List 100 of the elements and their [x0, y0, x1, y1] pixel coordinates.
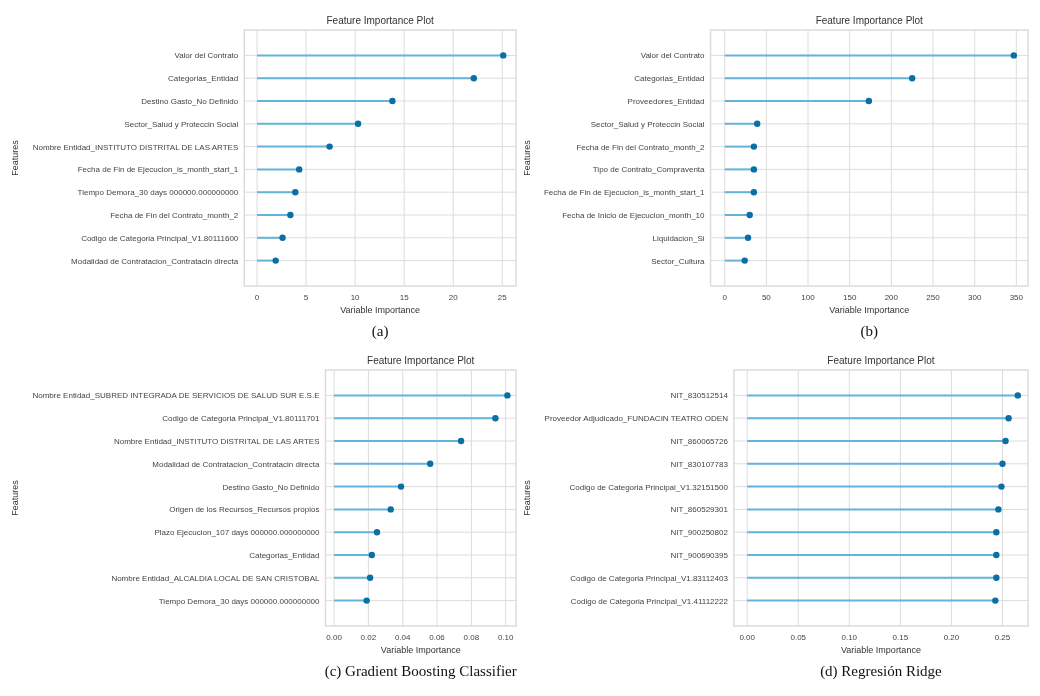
- x-tick-label: 0: [254, 293, 260, 302]
- point: [397, 483, 405, 490]
- x-tick-label: 0.08: [463, 633, 480, 642]
- y-tick-label: Modalidad de Contratacion_Contratacin directa: [71, 256, 239, 266]
- y-tick-label: Tipo de Contrato_Compraventa: [592, 165, 706, 175]
- y-tick-label: Codigo de Categoria Principal_V1.41112222: [570, 596, 729, 606]
- point: [363, 597, 370, 604]
- y-tick-label: Tiempo Demora_30 days 000000.000000000: [158, 596, 321, 606]
- point: [865, 97, 873, 105]
- y-tick-label: NIT_860529301: [670, 505, 729, 515]
- x-tick-label: 0.25: [994, 633, 1011, 642]
- point: [296, 166, 303, 173]
- point: [998, 483, 1005, 490]
- x-tick-label: 0.10: [497, 633, 515, 642]
- y-axis-title: Features: [522, 139, 532, 176]
- x-tick-label: 0.06: [429, 633, 446, 642]
- x-tick-label: 25: [497, 293, 508, 302]
- chart-title: Feature Importance Plot: [815, 15, 924, 26]
- text: (c) Gradient Boosting Classifier: [324, 663, 517, 680]
- point: [272, 257, 279, 264]
- y-tick-label: Fecha de Fin del Contrato_month_2: [110, 211, 239, 220]
- point: [389, 97, 396, 105]
- y-tick-label: Plazo Ejecucion_107 days 000000.000000000: [154, 528, 321, 538]
- y-tick-label: Valor del Contrato: [640, 51, 706, 61]
- point: [373, 529, 381, 536]
- y-axis-title: Features: [10, 139, 20, 176]
- y-tick-label: Codigo de Categoria Principal_V1.80111701: [162, 414, 321, 424]
- x-tick-label: 0.00: [326, 633, 343, 642]
- x-tick-label: 10: [350, 293, 361, 302]
- point: [992, 597, 999, 604]
- x-tick-label: 0.05: [790, 633, 807, 642]
- text: (b): [860, 323, 879, 340]
- x-tick-label: 350: [1009, 293, 1024, 302]
- x-axis-title: Variable Importance: [841, 645, 921, 655]
- y-tick-label: NIT_860065726: [670, 437, 729, 446]
- x-tick-label: 150: [843, 293, 857, 302]
- y-tick-label: Fecha de Fin de Ejecucion_is_month_start_1: [77, 165, 239, 175]
- y-tick-label: Fecha de Inicio de Ejecucion_month_10: [562, 211, 706, 220]
- y-tick-label: Codigo de Categoria Principal_V1.32151500: [569, 482, 729, 492]
- point: [750, 166, 758, 173]
- x-tick-label: 5: [303, 293, 309, 302]
- y-tick-label: Modalidad de Contratacion_Contratacin directa: [152, 459, 321, 469]
- point: [368, 551, 376, 559]
- y-tick-label: Fecha de Fin de Ejecucion_is_month_start_1: [543, 188, 706, 198]
- point: [993, 551, 1000, 559]
- point: [426, 460, 434, 467]
- y-tick-label: Codigo de Categoria Principal_V1.83112403: [570, 573, 729, 583]
- y-tick-label: Valor del Contrato: [174, 51, 239, 61]
- x-tick-label: 50: [761, 293, 772, 302]
- x-axis-title: Variable Importance: [340, 305, 421, 315]
- y-tick-label: Tiempo Demora_30 days 000000.000000000: [77, 188, 239, 198]
- y-tick-label: Categorias_Entidad: [634, 74, 705, 84]
- point: [457, 437, 465, 445]
- y-tick-label: NIT_830512514: [670, 391, 729, 401]
- point: [993, 529, 1000, 536]
- point: [750, 143, 758, 150]
- point: [999, 460, 1006, 467]
- text: (d) Regresión Ridge: [820, 663, 943, 680]
- x-tick-label: 100: [801, 293, 816, 302]
- chart-title: Feature Importance Plot: [326, 15, 434, 26]
- y-tick-label: Sector_Salud y Proteccin Social: [124, 119, 239, 129]
- x-tick-label: 300: [967, 293, 982, 302]
- x-tick-label: 0: [722, 293, 728, 302]
- y-tick-label: NIT_900250802: [670, 528, 729, 538]
- y-tick-label: Proveedores_Entidad: [627, 97, 705, 106]
- y-tick-label: Destino Gasto_No Definido: [222, 482, 321, 492]
- point: [750, 189, 758, 196]
- x-tick-label: 0.20: [943, 633, 960, 642]
- y-tick-label: Sector_Cultura: [651, 256, 706, 266]
- x-tick-label: 200: [884, 293, 899, 302]
- x-axis-title: Variable Importance: [380, 645, 461, 655]
- y-tick-label: Fecha de Fin del Contrato_month_2: [576, 142, 706, 152]
- point: [279, 234, 286, 241]
- point: [746, 211, 753, 219]
- point: [744, 234, 752, 241]
- point: [1010, 52, 1018, 59]
- point: [292, 189, 299, 196]
- point: [995, 506, 1002, 513]
- x-axis-title: Variable Importance: [829, 305, 910, 315]
- x-tick-label: 0.15: [892, 633, 909, 642]
- x-tick-label: 0.04: [394, 633, 412, 642]
- y-tick-label: Nombre Entidad_INSTITUTO DISTRITAL DE LAS ARTES: [32, 142, 239, 152]
- point: [366, 574, 374, 581]
- point: [993, 574, 1000, 581]
- y-tick-label: Origen de los Recursos_Recursos propios: [169, 505, 320, 515]
- y-tick-label: Categorias_Entidad: [249, 551, 320, 560]
- text: (a): [371, 323, 389, 340]
- y-tick-label: Nombre Entidad_INSTITUTO DISTRITAL DE LAS ARTES: [113, 437, 320, 446]
- point: [470, 75, 478, 82]
- y-tick-label: Sector_Salud y Proteccin Social: [590, 119, 705, 129]
- y-tick-label: NIT_830107783: [670, 459, 729, 469]
- chart-title: Feature Importance Plot: [367, 355, 475, 366]
- y-tick-label: Liquidacion_Si: [652, 233, 705, 243]
- y-tick-label: Proveedor Adjudicado_FUNDACIN TEATRO ODEN: [544, 414, 729, 424]
- x-tick-label: 250: [926, 293, 941, 302]
- point: [354, 120, 362, 127]
- y-axis-title: Features: [522, 479, 532, 516]
- point: [1002, 437, 1009, 445]
- point: [754, 120, 761, 127]
- y-tick-label: NIT_900690395: [670, 551, 729, 560]
